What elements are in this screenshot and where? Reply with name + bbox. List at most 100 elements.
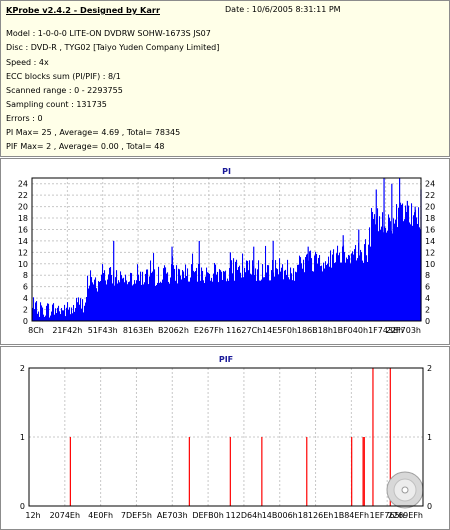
x-tick-label: 21F42h xyxy=(52,326,82,335)
x-tick-label: 8163Eh xyxy=(123,326,153,335)
pi-bar xyxy=(337,245,339,321)
pi-bar xyxy=(375,224,377,321)
pi-bar xyxy=(264,277,266,321)
pi-bar xyxy=(67,302,69,321)
pi-bar xyxy=(146,269,148,321)
pi-bar xyxy=(63,310,65,321)
pi-bar xyxy=(66,307,68,321)
x-tick-label: 2074Eh xyxy=(50,511,80,520)
pi-bar xyxy=(227,278,229,321)
pi-bar xyxy=(190,277,192,321)
pi-bar xyxy=(379,216,381,321)
pi-bar xyxy=(33,297,35,321)
pi-bar xyxy=(314,255,316,321)
x-tick-label: 1F7438h xyxy=(368,326,403,335)
pi-bar xyxy=(284,270,286,321)
pi-bar xyxy=(189,281,191,321)
pi-bar xyxy=(76,297,78,321)
pi-bar xyxy=(59,311,61,321)
pi-bar xyxy=(260,280,262,321)
pi-bar xyxy=(47,303,49,321)
pi-bar xyxy=(382,212,384,321)
pi-bar xyxy=(322,271,324,321)
pi-bar xyxy=(377,208,379,321)
pi-bar xyxy=(73,304,75,321)
pi-bar xyxy=(120,271,122,321)
y-tick-label-left: 14 xyxy=(18,237,28,246)
x-tick-label: 11627Ch xyxy=(226,326,262,335)
pi-bar xyxy=(334,263,336,321)
pi-bar xyxy=(258,260,260,321)
pif-chart-panel: PIF 0 0 1 1 2 2 12h 2074Eh 4E0Fh 7DEF5h AE703h DEFB0… xyxy=(0,346,450,530)
pi-bar xyxy=(151,272,153,321)
pi-bar xyxy=(179,269,181,321)
pi-bar xyxy=(86,296,88,321)
pi-bar xyxy=(396,204,398,321)
pi-bar xyxy=(276,268,278,321)
pi-bar xyxy=(123,277,125,321)
y-tick-label-right: 2 xyxy=(425,306,430,315)
pi-bar xyxy=(211,277,213,321)
pi-bar xyxy=(148,284,150,321)
x-tick-label: 186B18h xyxy=(297,326,333,335)
pi-bar xyxy=(281,267,283,321)
pi-bar xyxy=(352,251,354,321)
pi-bar xyxy=(305,257,307,321)
pi-bar xyxy=(134,280,136,321)
pi-bar xyxy=(303,259,305,321)
pi-bar xyxy=(357,258,359,321)
pi-bar xyxy=(418,207,420,321)
pi-bar xyxy=(275,260,277,321)
x-tick-label: DEFB0h xyxy=(192,511,223,520)
info-panel: KProbe v2.4.2 - Designed by Karr Date : … xyxy=(0,0,450,157)
info-speed: Speed : 4x xyxy=(6,58,49,67)
pi-bar xyxy=(248,270,250,321)
pi-bar xyxy=(37,313,39,321)
pi-bar xyxy=(162,279,164,321)
pi-bar xyxy=(270,280,272,321)
pi-bar xyxy=(317,263,319,321)
pi-bar xyxy=(349,255,351,321)
x-tick-label: 12h xyxy=(25,511,40,520)
pi-bar xyxy=(242,253,244,321)
pi-bar xyxy=(419,227,421,321)
pi-bar xyxy=(52,304,54,321)
info-pif-stats: PIF Max= 2 , Average= 0.00 , Total= 48 xyxy=(6,142,165,151)
pi-bar xyxy=(204,283,206,321)
pi-bar xyxy=(127,284,129,321)
pi-bar xyxy=(175,280,177,321)
pi-bar xyxy=(200,280,202,321)
pi-bar xyxy=(154,269,156,321)
pi-bar xyxy=(412,225,414,321)
pi-bar xyxy=(292,280,294,321)
pi-bar xyxy=(310,250,312,321)
pi-bar xyxy=(269,280,271,321)
pi-bar xyxy=(106,284,108,321)
pi-bar xyxy=(165,267,167,321)
y-tick-label-left: 16 xyxy=(18,225,28,234)
pi-bar xyxy=(311,258,313,321)
pi-bar xyxy=(216,274,218,321)
pi-bar xyxy=(266,272,268,321)
pi-bar xyxy=(103,273,105,321)
pi-bar xyxy=(398,207,400,321)
pi-bar xyxy=(133,284,135,321)
pi-bar xyxy=(90,270,92,321)
pi-bar xyxy=(185,264,187,321)
pi-bar xyxy=(197,281,199,321)
pi-bar xyxy=(328,256,330,321)
pi-bar xyxy=(416,217,418,321)
pi-bar xyxy=(406,212,408,321)
x-tick-label: B2062h xyxy=(158,326,189,335)
app-title: KProbe v2.4.2 - Designed by Karr xyxy=(6,5,160,15)
pi-bar xyxy=(135,283,137,321)
pi-bar xyxy=(40,302,42,321)
pi-bar xyxy=(41,305,43,321)
y-tick-label-right: 18 xyxy=(425,214,435,223)
y-tick-label-right: 4 xyxy=(425,294,430,303)
pi-bar xyxy=(381,226,383,321)
info-pi-stats: PI Max= 25 , Average= 4.69 , Total= 7834… xyxy=(6,128,181,137)
y-tick-label-right: 6 xyxy=(425,283,430,292)
pi-bar xyxy=(126,280,128,321)
pi-bar xyxy=(347,259,349,321)
